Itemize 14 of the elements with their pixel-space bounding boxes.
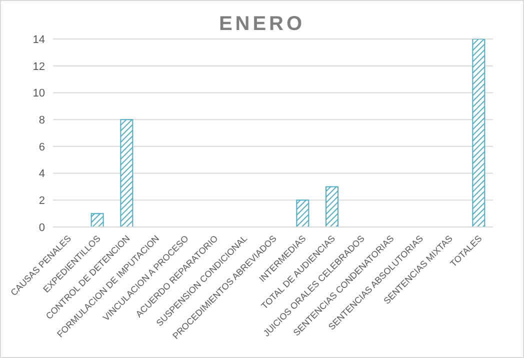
y-tick-label: 2 <box>38 195 45 208</box>
bar <box>296 200 310 227</box>
y-tick-label: 0 <box>38 222 45 234</box>
y-tick-label: 14 <box>32 34 45 46</box>
y-tick-label: 8 <box>38 114 45 126</box>
bar <box>326 186 338 227</box>
y-tick-label: 12 <box>32 60 45 73</box>
y-tick-label: 6 <box>38 141 45 154</box>
bar <box>472 39 486 227</box>
y-tick-label: 10 <box>32 88 45 100</box>
bar <box>90 213 104 227</box>
chart-title: ENERO <box>218 13 306 35</box>
bar <box>120 119 134 227</box>
y-tick-label: 4 <box>38 168 45 180</box>
